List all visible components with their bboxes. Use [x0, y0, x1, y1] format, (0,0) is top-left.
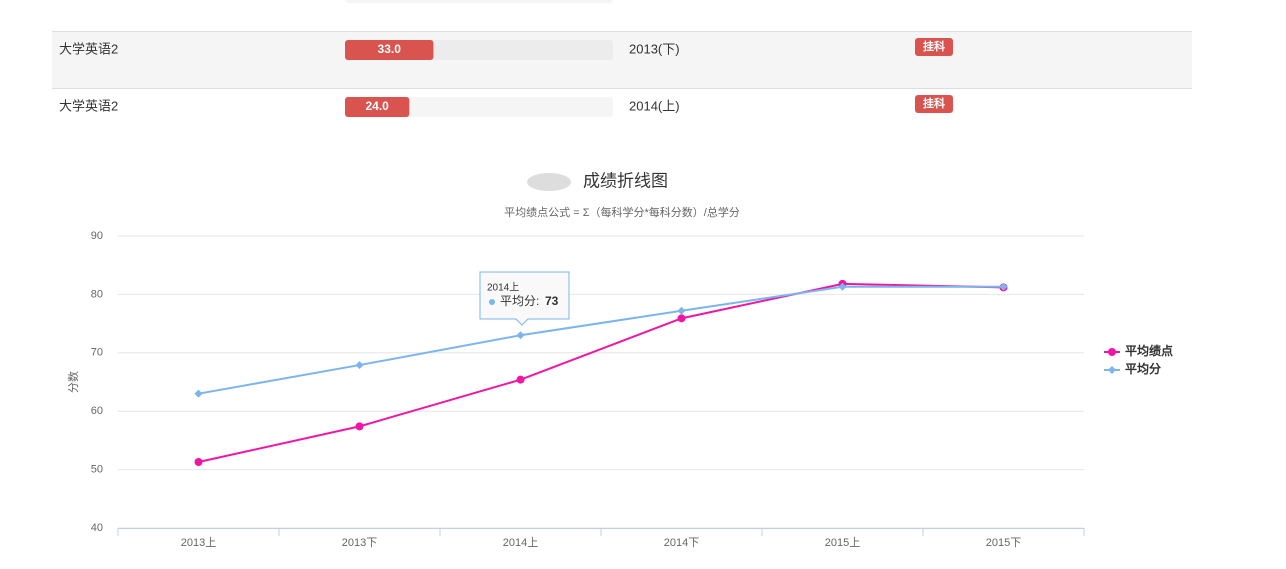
point — [194, 389, 203, 398]
course: 大学英语2 — [59, 41, 118, 56]
status-badge — [915, 95, 953, 113]
progress-label: 24.0 — [365, 99, 389, 113]
x-tick-label: 2014下 — [664, 537, 699, 549]
x-tick-label: 2014上 — [503, 536, 538, 549]
status-badge — [915, 38, 953, 56]
y-tick-label: 90 — [91, 230, 103, 242]
tooltip-box — [479, 271, 570, 326]
x-tick-label: 2015上 — [825, 536, 860, 549]
point — [516, 375, 525, 384]
progress-track-cut — [345, 0, 613, 3]
row-bg — [52, 32, 1192, 88]
x-tick-label: 2013下 — [342, 537, 377, 549]
term: 2014(上) — [629, 98, 680, 113]
tooltip-value: 73 — [545, 294, 559, 308]
point — [355, 422, 364, 431]
point — [355, 361, 364, 370]
blurred-name — [527, 173, 571, 191]
point — [677, 314, 686, 323]
y-tick-label: 40 — [91, 522, 103, 534]
y-axis-label: 分数 — [67, 371, 80, 393]
legend-marker — [1108, 348, 1116, 356]
tooltip-header: 2014上 — [487, 282, 519, 294]
series-line — [198, 285, 1004, 395]
x-tick-label: 2013上 — [181, 536, 216, 549]
status: 挂科 — [923, 39, 945, 53]
status: 挂科 — [923, 96, 945, 110]
chart-subtitle: 平均绩点公式 = Σ（每科学分*每科分数）/总学分 — [504, 205, 740, 219]
y-tick-label: 50 — [91, 464, 103, 476]
point — [999, 282, 1008, 291]
legend-label: 平均分 — [1125, 361, 1161, 376]
y-tick-label: 60 — [91, 405, 103, 417]
progress-bar — [345, 97, 410, 117]
series-line — [198, 282, 1004, 463]
progress-label: 33.0 — [378, 42, 402, 56]
x-tick-label: 2015下 — [986, 537, 1021, 549]
point — [516, 331, 525, 340]
y-tick-label: 70 — [91, 347, 103, 359]
point — [677, 306, 686, 315]
legend-marker — [1108, 366, 1116, 374]
chart-title: 成绩折线图 — [583, 171, 668, 190]
term: 2013(下) — [629, 41, 680, 56]
tooltip-dot — [489, 299, 495, 305]
point — [838, 282, 847, 291]
course: 大学英语2 — [59, 98, 118, 113]
progress-track — [345, 97, 613, 117]
legend-label: 平均绩点 — [1125, 343, 1173, 358]
point — [194, 458, 203, 467]
y-tick-label: 80 — [91, 288, 103, 300]
tooltip-label: 平均分: — [500, 294, 539, 308]
progress-bar — [345, 40, 434, 60]
